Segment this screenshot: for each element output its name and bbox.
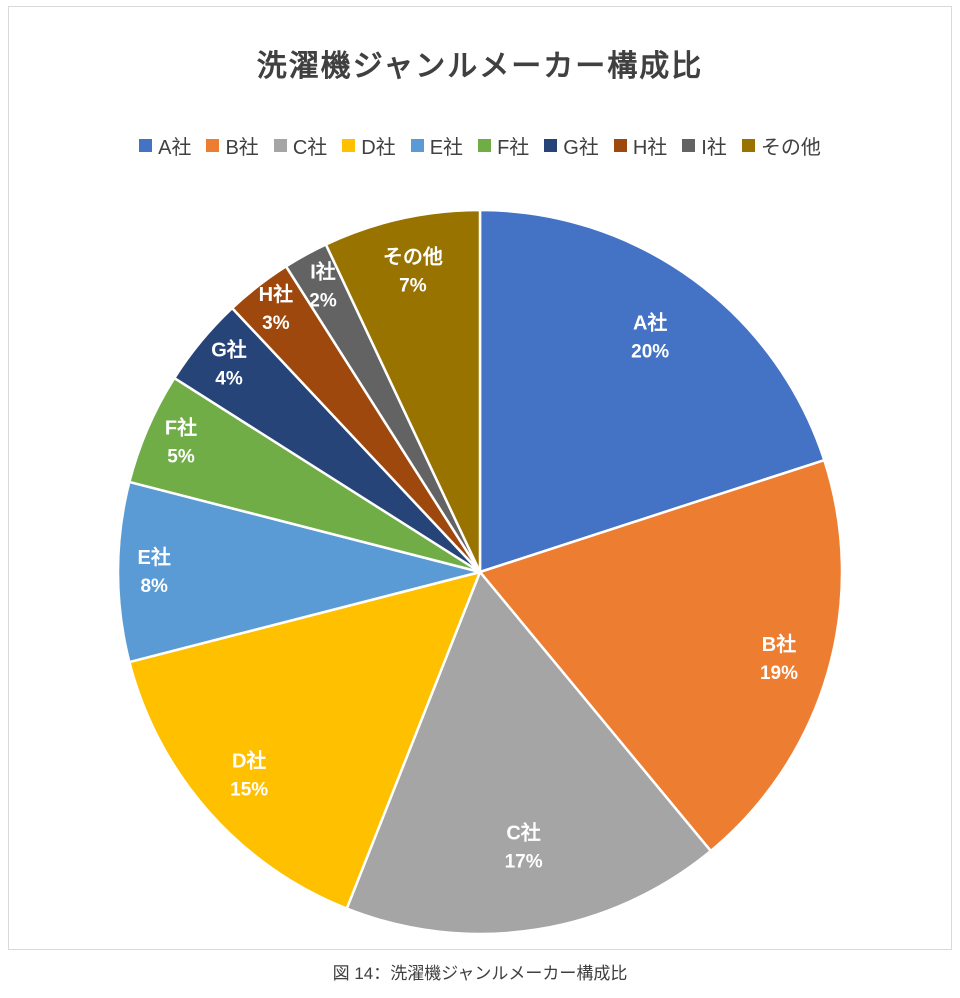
legend-item-4[interactable]: D社 [342, 131, 396, 160]
pie-slice-1[interactable] [478, 208, 826, 574]
legend-item-8[interactable]: H社 [613, 131, 668, 160]
legend-swatch-icon [682, 138, 696, 152]
legend-swatch-icon [478, 138, 492, 152]
slice-label-8: H社 3% [259, 282, 293, 334]
slice-label-10: その他 7% [383, 245, 443, 297]
slice-label-6: F社 5% [165, 416, 197, 468]
slice-label-5: E社 8% [138, 545, 171, 597]
legend-item-9[interactable]: I社 [682, 131, 727, 160]
slice-label-3: C社 17% [505, 820, 543, 872]
legend-swatch-icon [544, 138, 558, 152]
pie-slice-5[interactable] [116, 480, 482, 664]
legend-item-5[interactable]: E社 [410, 131, 464, 160]
legend-label: B社 [225, 136, 259, 159]
slice-label-1: A社 20% [631, 311, 669, 363]
legend-label: F社 [497, 136, 530, 159]
legend-swatch-icon [139, 138, 153, 152]
chart-title: 洗濯機ジャンルメーカー構成比 [256, 50, 704, 83]
legend-item-7[interactable]: G社 [544, 131, 599, 160]
legend-item-3[interactable]: C社 [273, 131, 328, 160]
figure: 洗濯機ジャンルメーカー構成比 A社 B社 C社 D社 E社 F社 G社 H社 I社 その他 A社 2… [0, 6, 960, 998]
slice-label-4: D社 15% [230, 749, 268, 801]
legend-label: E社 [429, 136, 464, 159]
slice-label-2: B社 19% [760, 632, 798, 684]
legend-swatch-icon [342, 138, 356, 152]
pie-slice-3[interactable] [345, 570, 712, 936]
pie-slice-10[interactable] [324, 208, 482, 574]
legend-label: I社 [701, 136, 727, 159]
legend-swatch-icon [206, 138, 220, 152]
legend-label: H社 [632, 136, 668, 159]
legend-swatch-icon [273, 138, 287, 152]
legend-item-2[interactable]: B社 [206, 131, 259, 160]
pie-slice-2[interactable] [478, 458, 844, 853]
pie-slice-4[interactable] [128, 570, 482, 910]
pie-chart: A社 20% B社 19% C社 17% D社 15% E社 8% F社 5% G社 4% H社 3% I社 2%… [116, 208, 844, 936]
legend-label: G社 [563, 136, 599, 159]
legend-item-6[interactable]: F社 [478, 131, 529, 160]
legend-swatch-icon [410, 138, 424, 152]
legend-item-1[interactable]: A社 [139, 131, 191, 160]
figure-caption: 図 14：洗濯機ジャンルメーカー構成比 [332, 964, 628, 983]
legend-label: その他 [760, 136, 821, 159]
legend-label: D社 [361, 136, 396, 159]
legend-swatch-icon [741, 138, 755, 152]
chart-frame: 洗濯機ジャンルメーカー構成比 A社 B社 C社 D社 E社 F社 G社 H社 I社 その他 A社 2… [8, 6, 952, 950]
legend: A社 B社 C社 D社 E社 F社 G社 H社 I社 その他 [9, 131, 951, 160]
legend-label: C社 [292, 136, 328, 159]
legend-label: A社 [158, 136, 192, 159]
legend-swatch-icon [613, 138, 627, 152]
legend-item-10[interactable]: その他 [741, 131, 821, 160]
slice-label-9: I社 2% [309, 260, 337, 312]
slice-label-7: G社 4% [211, 337, 247, 389]
